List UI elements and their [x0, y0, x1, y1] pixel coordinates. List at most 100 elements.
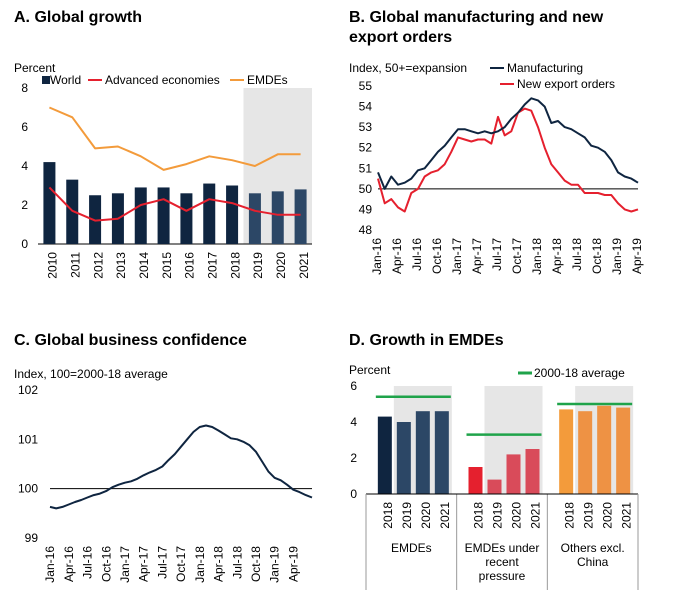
chart-a-xtick-label: 2013: [114, 252, 128, 279]
chart-a-xtick-label: 2018: [228, 252, 242, 279]
chart-d-bar: [559, 409, 574, 494]
chart-c-xtick-label: Jul-17: [155, 546, 169, 579]
chart-b-export-orders-line: [377, 107, 639, 213]
chart-b-manufacturing-line: [377, 97, 639, 190]
chart-d-title: D. Growth in EMDEs: [349, 332, 504, 349]
chart-d-legend-average: 2000-18 average: [534, 366, 625, 380]
chart-d-bar: [468, 467, 483, 494]
chart-d-xtick-label: 2019: [491, 502, 505, 529]
chart-d-xtick-label: 2021: [438, 502, 452, 529]
chart-a-ytick-label: 0: [21, 237, 28, 251]
chart-a-xtick-label: 2016: [183, 252, 197, 279]
chart-c-xtick-label: Oct-18: [249, 546, 263, 582]
chart-a-bar: [157, 187, 170, 244]
chart-b-ytick-label: 48: [359, 223, 373, 237]
chart-d-group-label: China: [577, 555, 609, 569]
chart-c-xtick-label: Apr-17: [137, 546, 151, 582]
chart-a-emdes-line: [49, 106, 301, 171]
chart-a-bar: [294, 189, 307, 244]
chart-b-ytick-label: 55: [359, 79, 373, 93]
chart-a-ytick-label: 8: [21, 81, 28, 95]
chart-a-xtick-label: 2011: [68, 252, 82, 278]
chart-d-ytick-label: 0: [350, 487, 357, 501]
chart-a-xtick-label: 2010: [46, 252, 60, 279]
chart-d-group-label: EMDEs under: [465, 541, 540, 555]
chart-c-xtick-label: Jul-18: [230, 546, 244, 579]
chart-b-legend-export: New export orders: [517, 77, 615, 91]
chart-d-xtick-label: 2020: [510, 502, 524, 529]
chart-c-ytick-label: 101: [18, 432, 38, 446]
chart-d-ytick-label: 4: [350, 415, 357, 429]
chart-d-xtick-label: 2021: [619, 502, 633, 529]
chart-b-xtick-label: Jul-16: [410, 238, 424, 271]
chart-c-ytick-label: 100: [18, 482, 38, 496]
chart-c-xtick-label: Oct-17: [174, 546, 188, 582]
chart-b-xtick-label: Apr-16: [390, 238, 404, 274]
chart-d-bar: [578, 411, 593, 494]
chart-b-ytick-label: 51: [359, 161, 373, 175]
chart-b-xtick-label: Apr-18: [550, 238, 564, 274]
chart-d-bar: [616, 407, 631, 494]
chart-c-ytick-label: 102: [18, 383, 38, 397]
chart-b-xtick-label: Oct-17: [510, 238, 524, 274]
chart-d-group-label: Others excl.: [561, 541, 625, 555]
chart-a-xtick-label: 2014: [137, 252, 151, 279]
chart-d-ytick-label: 2: [350, 451, 357, 465]
chart-b-title-line1: B. Global manufacturing and new: [349, 9, 604, 26]
chart-c-title: C. Global business confidence: [14, 332, 247, 349]
chart-a-xtick-label: 2019: [251, 252, 265, 279]
chart-d-xtick-label: 2018: [472, 502, 486, 529]
chart-b-xtick-label: Apr-19: [630, 238, 644, 274]
chart-d-xtick-label: 2019: [581, 502, 595, 529]
chart-d-bar: [506, 454, 521, 494]
chart-a-ytick-label: 6: [21, 120, 28, 134]
chart-d-bar: [415, 411, 430, 494]
chart-a-xtick-label: 2021: [297, 252, 311, 279]
chart-d-bar: [525, 449, 540, 494]
chart-d-xtick-label: 2020: [600, 502, 614, 529]
chart-a-xtick-label: 2012: [91, 252, 105, 279]
chart-d-bar: [377, 416, 392, 494]
chart-b-xtick-label: Jul-18: [570, 238, 584, 271]
chart-b-ytick-label: 53: [359, 120, 373, 134]
chart-d-bar: [434, 411, 449, 494]
chart-b-title-line2: export orders: [349, 29, 453, 46]
chart-c-ylabel: Index, 100=2000-18 average: [14, 367, 168, 381]
chart-b-xtick-label: Oct-16: [430, 238, 444, 274]
chart-a-bar: [271, 191, 284, 244]
chart-c-xtick-label: Apr-18: [212, 546, 226, 582]
chart-b-ylabel: Index, 50+=expansion: [349, 61, 467, 75]
chart-c-xtick-label: Jan-17: [118, 546, 132, 583]
chart-b-xtick-label: Jul-17: [490, 238, 504, 271]
chart-b-xtick-label: Jan-16: [370, 238, 384, 275]
chart-a-xtick-label: 2015: [160, 252, 174, 279]
chart-a-bar: [226, 185, 239, 244]
chart-a-bar: [248, 193, 261, 244]
chart-d-ylabel: Percent: [349, 363, 391, 377]
chart-a-advanced-line: [48, 186, 301, 222]
chart-a-legend-world-swatch: [42, 76, 50, 84]
chart-d-xtick-label: 2019: [400, 502, 414, 529]
chart-c-xtick-label: Apr-19: [286, 546, 300, 582]
chart-d-bar: [597, 405, 612, 494]
chart-b-ytick-label: 52: [359, 141, 373, 155]
chart-a-ytick-label: 2: [21, 198, 28, 212]
chart-c-xtick-label: Oct-16: [99, 546, 113, 582]
chart-b-xtick-label: Jan-17: [450, 238, 464, 275]
chart-b-ytick-label: 54: [359, 100, 373, 114]
chart-c-xtick-label: Jan-18: [193, 546, 207, 583]
chart-c-confidence-line: [49, 424, 313, 510]
chart-a-ylabel: Percent: [14, 61, 56, 75]
chart-a-legend-world: World: [50, 73, 81, 87]
chart-d-group-label: recent: [485, 555, 519, 569]
chart-d-group-label: pressure: [479, 569, 526, 583]
chart-a-xtick-label: 2020: [274, 252, 288, 279]
chart-b-xtick-label: Apr-17: [470, 238, 484, 274]
chart-d-bar: [487, 479, 502, 494]
chart-d-xtick-label: 2018: [381, 502, 395, 529]
chart-a-bar: [180, 193, 193, 244]
chart-b-xtick-label: Jan-19: [610, 238, 624, 275]
chart-b-xtick-label: Oct-18: [590, 238, 604, 274]
chart-b-xtick-label: Jan-18: [530, 238, 544, 275]
